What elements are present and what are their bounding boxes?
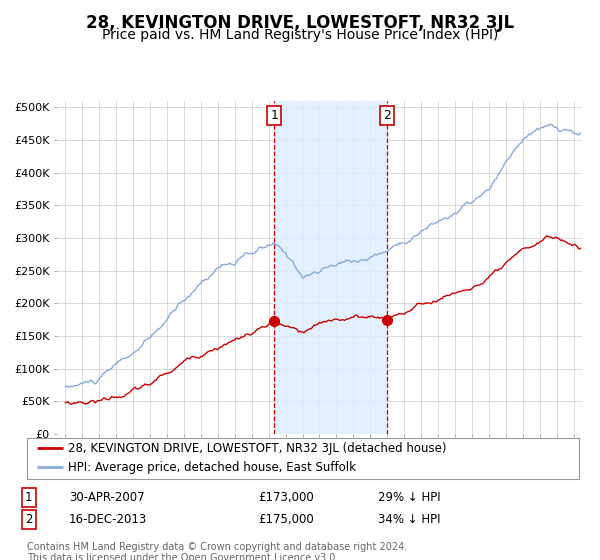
Text: £175,000: £175,000	[258, 512, 314, 526]
Text: 16-DEC-2013: 16-DEC-2013	[69, 512, 147, 526]
Text: 1: 1	[25, 491, 32, 504]
Text: 34% ↓ HPI: 34% ↓ HPI	[378, 512, 440, 526]
Text: HPI: Average price, detached house, East Suffolk: HPI: Average price, detached house, East…	[68, 461, 356, 474]
Text: 29% ↓ HPI: 29% ↓ HPI	[378, 491, 440, 504]
Text: 1: 1	[271, 109, 278, 122]
Text: 2: 2	[383, 109, 391, 122]
Text: 28, KEVINGTON DRIVE, LOWESTOFT, NR32 3JL: 28, KEVINGTON DRIVE, LOWESTOFT, NR32 3JL	[86, 14, 514, 32]
Text: 2: 2	[25, 512, 32, 526]
Text: £173,000: £173,000	[258, 491, 314, 504]
Text: Price paid vs. HM Land Registry's House Price Index (HPI): Price paid vs. HM Land Registry's House …	[102, 28, 498, 42]
Text: Contains HM Land Registry data © Crown copyright and database right 2024.
This d: Contains HM Land Registry data © Crown c…	[27, 542, 407, 560]
Bar	[274, 101, 386, 434]
Text: 28, KEVINGTON DRIVE, LOWESTOFT, NR32 3JL (detached house): 28, KEVINGTON DRIVE, LOWESTOFT, NR32 3JL…	[68, 442, 447, 455]
Text: 30-APR-2007: 30-APR-2007	[69, 491, 145, 504]
